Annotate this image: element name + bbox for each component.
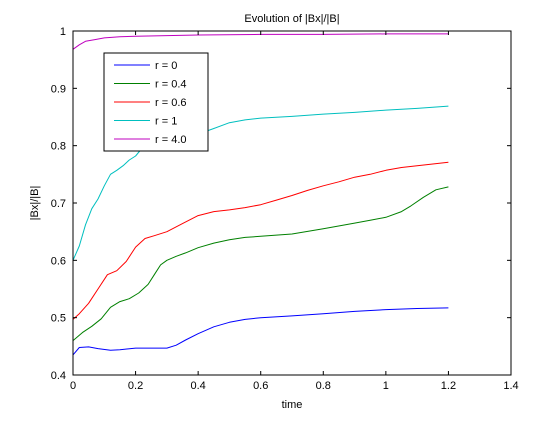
x-tick-label: 0.2 [128,380,143,392]
legend-label-1: r = 0.4 [155,79,187,91]
series-line-1 [72,186,449,341]
x-tick-label: 0 [70,380,76,392]
legend: r = 0 r = 0.4 r = 0.6 r = 1 r = 4.0 [103,52,209,152]
x-tick-label: 0.4 [190,380,205,392]
legend-label-2: r = 0.6 [155,97,187,109]
x-tick-label: 1.4 [503,380,518,392]
chart-title: Evolution of |Bx|/|B| [244,13,339,25]
x-tick-label: 0.6 [253,380,268,392]
y-tick-label: 1 [60,26,66,38]
x-tick-label: 0.8 [316,380,331,392]
series-line-0 [72,307,449,356]
legend-label-4: r = 4.0 [155,134,187,146]
y-tick-label: 0.7 [51,198,66,210]
y-tick-label: 0.9 [51,83,66,95]
y-tick-label: 0.5 [51,313,66,325]
legend-label-0: r = 0 [155,60,177,72]
series-line-2 [72,161,449,320]
y-tick-label: 0.8 [51,141,66,153]
y-tick-label: 0.6 [51,255,66,267]
legend-label-3: r = 1 [155,116,177,128]
x-axis-label: time [282,399,303,411]
y-axis-label: |Bx|/|B| [29,186,41,221]
x-tick-label: 1 [383,380,389,392]
ticks-layer: 0 0.2 0.4 0.6 0.8 1 1.2 1.4 0.4 0.5 0.6 0.7 0.8 0.9 1 [51,26,519,392]
y-tick-label: 0.4 [51,370,66,382]
x-tick-label: 1.2 [441,380,456,392]
